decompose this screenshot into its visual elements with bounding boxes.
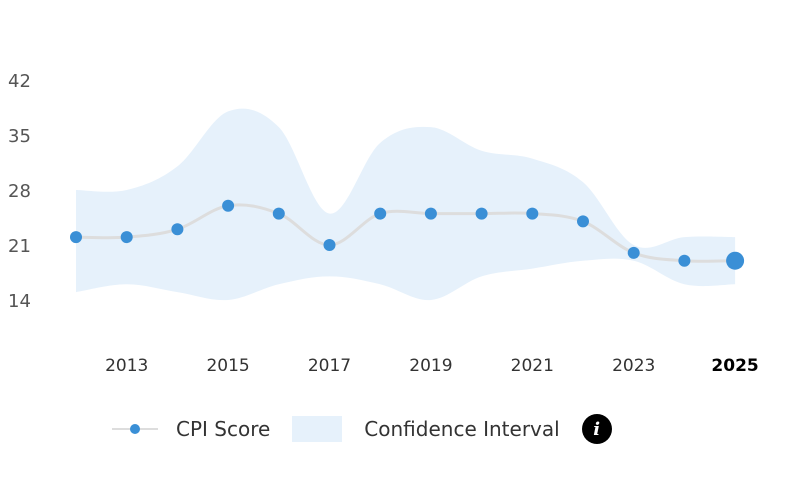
data-point-2020[interactable] xyxy=(475,207,488,220)
legend-item-cpi-score[interactable]: CPI Score xyxy=(112,417,270,441)
data-point-2025[interactable] xyxy=(726,251,745,270)
legend-label: Confidence Interval xyxy=(364,417,560,441)
x-tick-label: 2017 xyxy=(308,356,351,376)
band-swatch-icon xyxy=(292,416,343,442)
x-tick-label: 2021 xyxy=(511,356,554,376)
line-swatch-icon xyxy=(112,419,158,439)
data-point-2017[interactable] xyxy=(323,239,336,251)
y-tick-label: 28 xyxy=(8,181,31,202)
confidence-band xyxy=(76,108,736,301)
x-tick-label: 2015 xyxy=(206,356,249,376)
data-point-2023[interactable] xyxy=(627,246,640,259)
data-point-2012[interactable] xyxy=(70,231,82,244)
cpi-score-line xyxy=(75,203,736,263)
legend-label: CPI Score xyxy=(176,417,271,441)
x-tick-label: 2019 xyxy=(409,356,452,376)
x-tick-label: 2025 xyxy=(711,356,758,376)
x-tick-label: 2023 xyxy=(612,356,655,376)
y-tick-label: 21 xyxy=(8,236,31,257)
data-point-2021[interactable] xyxy=(526,207,539,220)
legend-item-confidence-interval[interactable]: Confidence Interval xyxy=(292,416,560,442)
data-point-2022[interactable] xyxy=(577,215,589,228)
info-icon[interactable]: i xyxy=(581,414,612,444)
data-point-2018[interactable] xyxy=(374,207,387,220)
data-point-2014[interactable] xyxy=(171,223,184,236)
data-point-2013[interactable] xyxy=(120,231,133,244)
y-tick-label: 35 xyxy=(8,126,31,147)
data-point-2016[interactable] xyxy=(272,207,285,220)
y-tick-label: 14 xyxy=(8,291,31,312)
data-point-2019[interactable] xyxy=(424,207,437,220)
legend: CPI Score Confidence Interval i xyxy=(112,414,612,444)
y-tick-label: 42 xyxy=(8,71,31,92)
data-point-2024[interactable] xyxy=(678,254,691,267)
data-point-2015[interactable] xyxy=(222,199,235,212)
x-tick-label: 2013 xyxy=(105,356,148,376)
chart: 14 21 28 35 42 2013 2015 2017 2019 2021 2023 2025 xyxy=(8,71,759,376)
